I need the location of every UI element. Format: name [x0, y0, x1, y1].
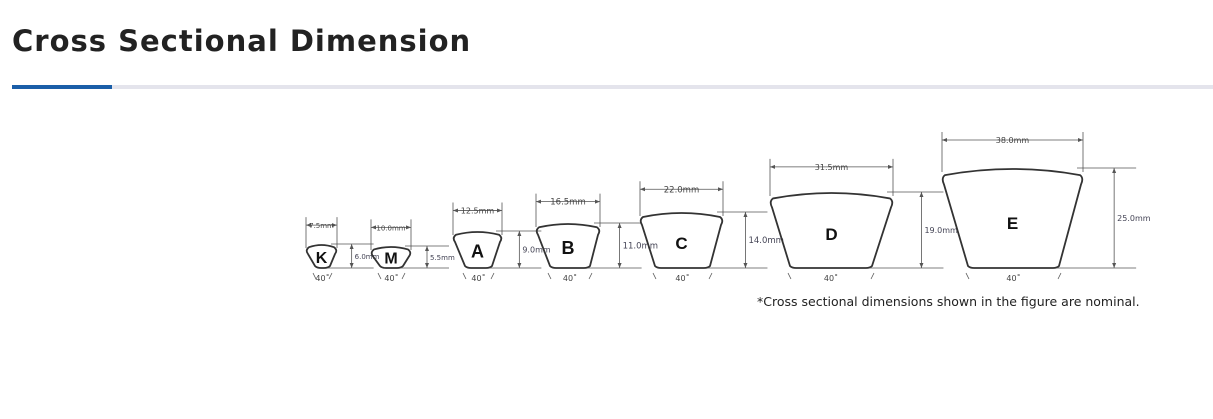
belt-outline-b — [535, 223, 601, 269]
height-label: 25.0mm — [1117, 214, 1151, 223]
angle-mark — [312, 272, 317, 280]
angle-mark — [588, 272, 593, 280]
belt-outline-e — [941, 168, 1084, 269]
arrowhead-icon — [349, 244, 354, 268]
angle-mark — [401, 272, 406, 280]
angle-label: 40˚ — [1006, 273, 1020, 283]
belt-outline-d — [769, 192, 894, 269]
belt-outline-k — [305, 244, 338, 269]
height-label: 11.0mm — [623, 242, 659, 252]
title-divider-accent — [12, 85, 112, 89]
height-label: 19.0mm — [924, 226, 958, 235]
belt-label: D — [825, 225, 837, 244]
arrowhead-icon — [453, 208, 502, 213]
belt-outline-c — [639, 212, 724, 269]
height-label: 9.0mm — [522, 246, 551, 255]
angle-mark — [870, 272, 875, 280]
width-label: 10.0mm — [376, 224, 405, 232]
angle-label: 40˚ — [675, 273, 689, 283]
width-label: 12.5mm — [461, 207, 495, 216]
angle-label: 40˚ — [384, 273, 398, 283]
width-label: 38.0mm — [996, 136, 1030, 145]
angle-mark — [652, 272, 657, 280]
angle-mark — [377, 272, 382, 280]
angle-mark — [787, 272, 792, 280]
angle-mark — [490, 272, 495, 280]
belt-label: K — [316, 250, 328, 267]
angle-mark — [547, 272, 552, 280]
belt-label: B — [562, 238, 575, 258]
angle-mark — [1057, 272, 1062, 280]
height-label: 14.0mm — [748, 236, 784, 246]
nominal-dimensions-note: *Cross sectional dimensions shown in the… — [757, 294, 1140, 309]
belt-label: E — [1007, 214, 1018, 233]
width-label: 31.5mm — [815, 163, 849, 172]
arrowhead-icon — [425, 246, 429, 268]
width-label: 22.0mm — [664, 185, 700, 195]
angle-mark — [708, 272, 713, 280]
angle-label: 40˚ — [471, 273, 485, 283]
belt-outline-m — [370, 246, 412, 269]
angle-mark — [462, 272, 467, 280]
arrowhead-icon — [617, 223, 622, 268]
width-label: 16.5mm — [550, 198, 586, 208]
angle-label: 40˚ — [563, 273, 577, 283]
angle-mark — [328, 272, 333, 280]
belt-label: C — [675, 234, 687, 253]
height-label: 5.5mm — [430, 254, 455, 262]
angle-label: 40˚ — [824, 273, 838, 283]
belt-outline-a — [452, 231, 503, 269]
angle-mark — [965, 272, 970, 280]
belt-label: M — [384, 251, 397, 268]
height-label: 6.0mm — [355, 253, 380, 261]
belt-label: A — [471, 242, 484, 262]
angle-label: 40˚ — [315, 273, 329, 283]
page-title: Cross Sectional Dimension — [12, 24, 472, 58]
width-label: 7.5mm — [309, 222, 334, 230]
title-divider — [12, 85, 1213, 89]
